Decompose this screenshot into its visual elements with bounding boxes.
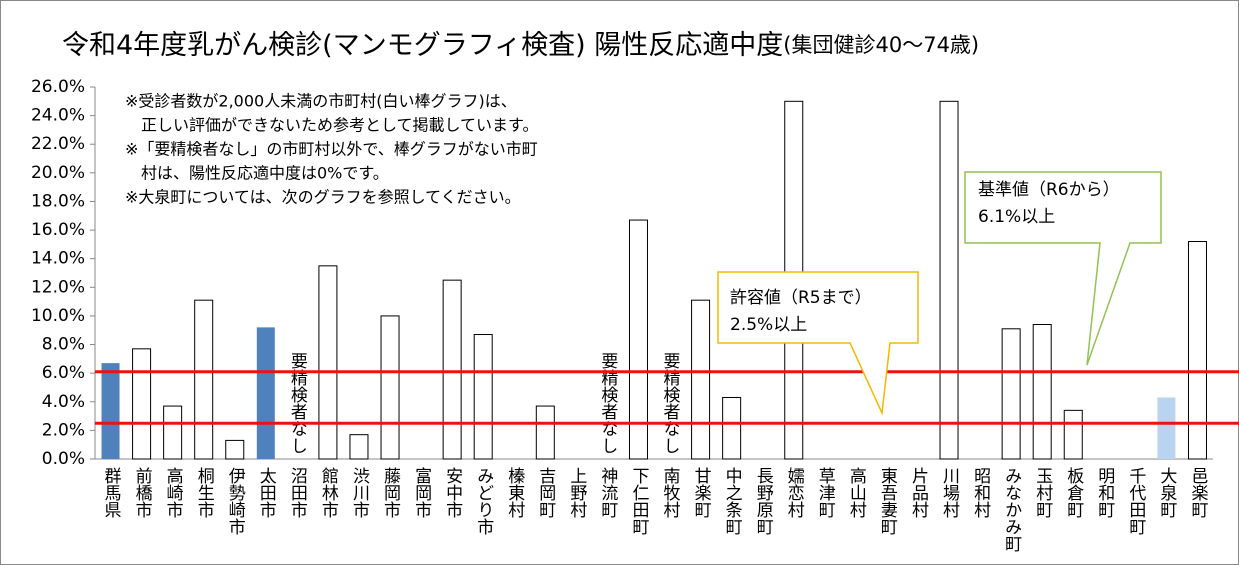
x-tick-label: 吉岡町 bbox=[535, 467, 555, 518]
callout-text: 許容値（R5まで） bbox=[730, 288, 872, 308]
y-tick-label: 16.0% bbox=[31, 220, 85, 240]
subtitle: (集団健診40～74歳) bbox=[783, 33, 979, 57]
callout-text: 2.5%以上 bbox=[730, 315, 807, 335]
x-tick-label: みなかみ町 bbox=[1001, 467, 1021, 552]
callout-text: 6.1%以上 bbox=[978, 207, 1055, 227]
callout-box bbox=[717, 271, 919, 416]
x-tick-label: 太田市 bbox=[256, 467, 277, 518]
bar bbox=[256, 327, 275, 459]
x-tick-label: 南牧村 bbox=[660, 467, 681, 518]
bar bbox=[722, 396, 742, 460]
bar bbox=[163, 405, 183, 460]
x-tick-label: 高山村 bbox=[846, 467, 867, 518]
x-tick-label: 下仁田町 bbox=[628, 467, 649, 535]
note: 正しい評価ができないため参考として掲載しています。 bbox=[141, 116, 538, 135]
bar bbox=[473, 334, 493, 460]
bar bbox=[1001, 328, 1021, 460]
y-tick-label: 26.0% bbox=[31, 77, 85, 97]
bar bbox=[691, 299, 711, 460]
callouts: 許容値（R5まで） 2.5%以上 基準値（R6から） 6.1%以上 bbox=[717, 171, 1162, 416]
y-tick-label: 10.0% bbox=[31, 306, 85, 326]
y-tick-label: 12.0% bbox=[31, 277, 85, 297]
x-tick-label: 上野村 bbox=[566, 467, 587, 518]
bar bbox=[442, 279, 462, 460]
y-tick-label: 24.0% bbox=[31, 106, 85, 126]
x-tick-label: 館林市 bbox=[318, 467, 339, 518]
y-tick-label: 8.0% bbox=[42, 335, 85, 355]
x-tick-label: 片品村 bbox=[908, 467, 929, 518]
x-tick-label: みどり市 bbox=[473, 467, 494, 535]
chart-title: 令和4年度乳がん検診(マンモグラフィ検査) 陽性反応適中度(集団健診40～74歳… bbox=[62, 30, 979, 61]
bar bbox=[628, 219, 648, 460]
y-tick-label: 18.0% bbox=[31, 191, 85, 211]
y-tick-label: 14.0% bbox=[31, 249, 85, 269]
y-tick-label: 22.0% bbox=[31, 134, 85, 154]
x-tick-label: 嬬恋村 bbox=[784, 467, 805, 518]
x-tick-label: 高崎市 bbox=[163, 467, 184, 518]
bar bbox=[1063, 409, 1083, 460]
x-tick-label: 伊勢崎市 bbox=[225, 467, 246, 535]
x-tick-label: 前橋市 bbox=[132, 467, 153, 518]
bar bbox=[349, 434, 369, 460]
y-tick-label: 0.0% bbox=[42, 449, 85, 469]
bar bbox=[535, 405, 555, 460]
bar bbox=[1157, 397, 1176, 459]
bar bbox=[939, 100, 959, 460]
y-tick-label: 6.0% bbox=[42, 363, 85, 383]
callout-text: 基準値（R6から） bbox=[978, 180, 1120, 200]
x-tick-label: 邑楽町 bbox=[1187, 467, 1208, 518]
callout-box bbox=[964, 171, 1162, 366]
no-data-label: 要精検者なし bbox=[660, 352, 681, 454]
x-tick-label: 東吾妻町 bbox=[877, 467, 898, 535]
x-tick-label: 榛東村 bbox=[504, 467, 525, 518]
x-tick-label: 玉村町 bbox=[1032, 467, 1053, 518]
bar bbox=[132, 348, 152, 460]
x-tick-label: 昭和村 bbox=[970, 467, 991, 518]
bar bbox=[101, 363, 120, 459]
note: ※受診者数が2,000人未満の市町村(白い棒グラフ)は、 bbox=[125, 92, 517, 111]
x-tick-label: 藤岡市 bbox=[380, 467, 401, 518]
x-tick-label: 群馬県 bbox=[101, 467, 122, 518]
note: 村は、陽性反応適中度は0%です。 bbox=[141, 164, 389, 183]
x-tick-label: 明和町 bbox=[1094, 467, 1115, 518]
no-data-label: 要精検者なし bbox=[287, 352, 308, 454]
x-tick-label: 富岡市 bbox=[411, 467, 432, 518]
x-tick-label: 川場村 bbox=[939, 467, 960, 518]
bar bbox=[225, 439, 245, 460]
x-tick-label: 沼田市 bbox=[287, 467, 308, 518]
bar bbox=[194, 299, 214, 460]
x-tick-label: 甘楽町 bbox=[691, 467, 712, 518]
x-tick-label: 渋川市 bbox=[349, 467, 370, 518]
x-tick-label: 千代田町 bbox=[1125, 467, 1146, 535]
no-data-label: 要精検者なし bbox=[597, 352, 618, 454]
bar bbox=[1187, 241, 1207, 460]
x-tick-label: 草津町 bbox=[815, 467, 836, 518]
bar bbox=[318, 265, 338, 460]
y-tick-label: 20.0% bbox=[31, 163, 85, 183]
y-tick-label: 4.0% bbox=[42, 392, 85, 412]
title: 令和4年度乳がん検診(マンモグラフィ検査) 陽性反応適中度 bbox=[62, 30, 783, 61]
x-tick-label: 板倉町 bbox=[1063, 467, 1084, 518]
x-tick-label: 長野原町 bbox=[753, 467, 774, 535]
x-tick-label: 大泉町 bbox=[1156, 467, 1177, 518]
x-tick-label: 神流町 bbox=[597, 467, 618, 518]
x-tick-label: 中之条町 bbox=[722, 467, 743, 535]
bar bbox=[380, 315, 400, 460]
bar bbox=[1032, 324, 1052, 460]
y-tick-label: 2.0% bbox=[42, 420, 85, 440]
note: ※「要精検者なし」の市町村以外で、棒グラフがない市町 bbox=[125, 140, 538, 159]
x-tick-label: 桐生市 bbox=[194, 467, 215, 518]
x-tick-label: 安中市 bbox=[442, 467, 463, 518]
note: ※大泉町については、次のグラフを参照してください。 bbox=[125, 188, 521, 207]
